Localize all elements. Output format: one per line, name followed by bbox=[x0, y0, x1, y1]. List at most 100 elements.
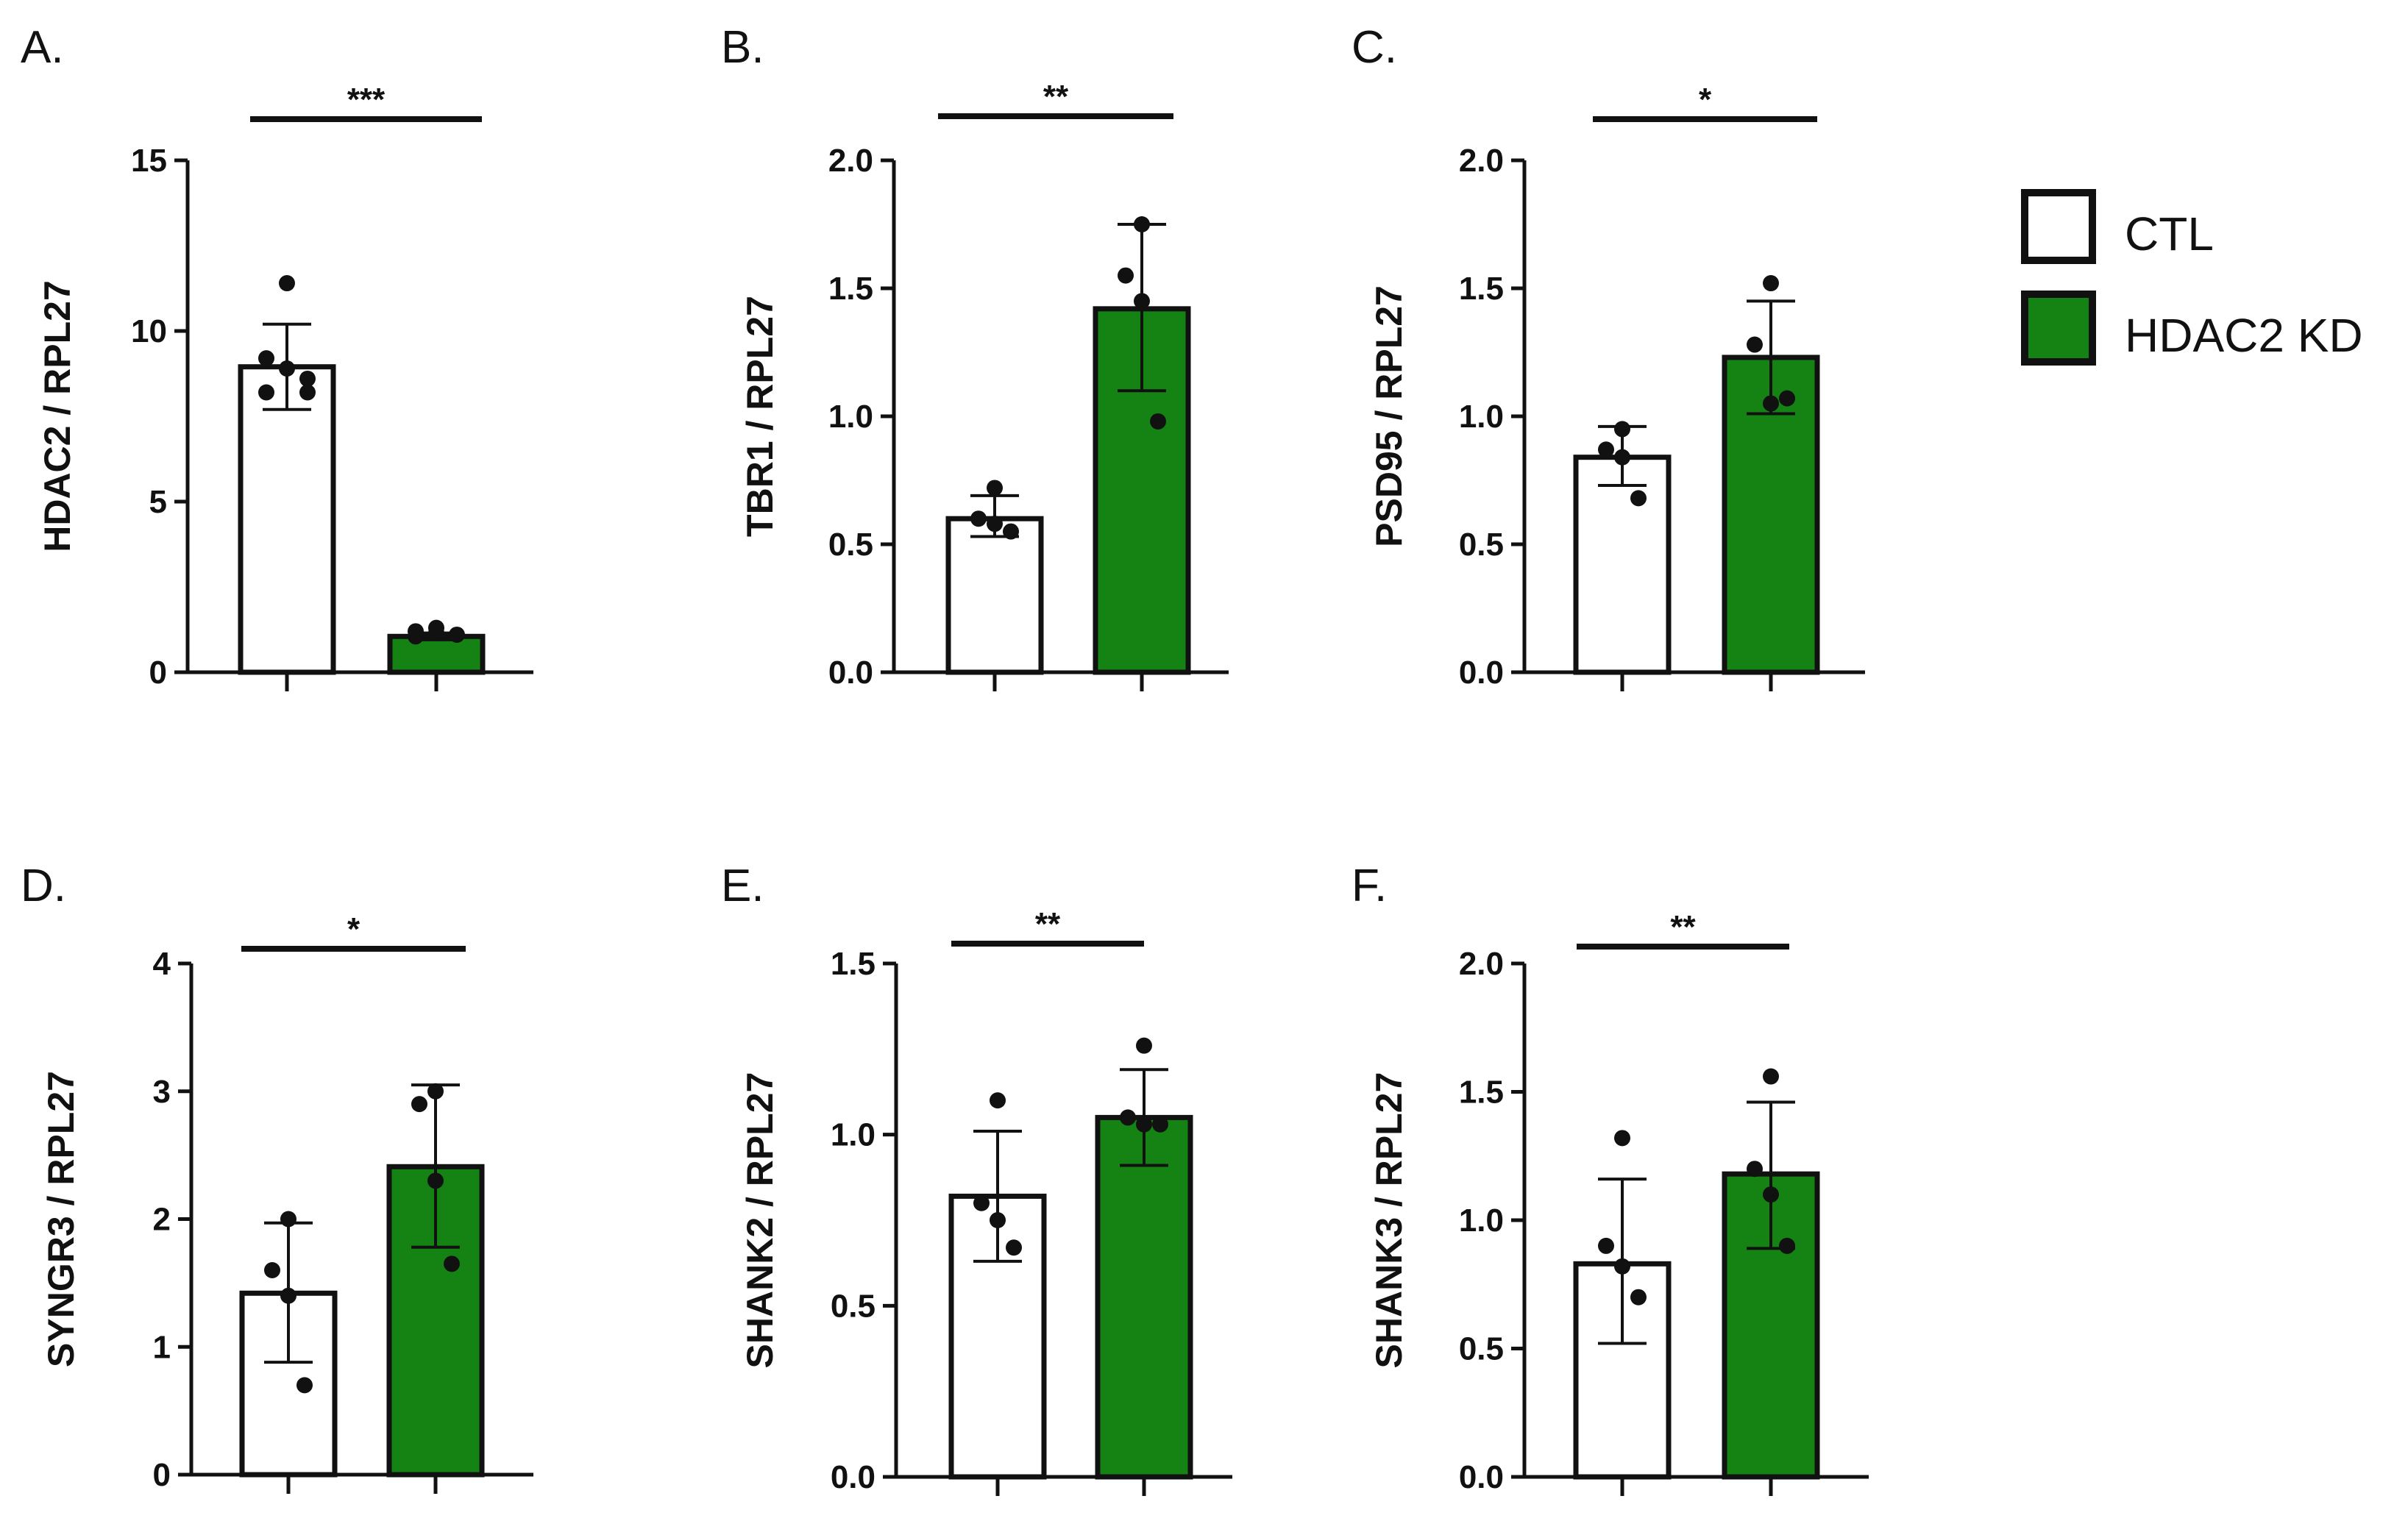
panel-label: A. bbox=[21, 22, 64, 73]
bar-ctl bbox=[238, 364, 336, 675]
data-point bbox=[1150, 413, 1166, 430]
legend-label-ctl: CTL bbox=[2125, 207, 2214, 260]
data-point bbox=[299, 370, 316, 387]
y-tick-label: 1.0 bbox=[831, 1117, 876, 1153]
legend: CTL HDAC2 KD bbox=[2021, 189, 2363, 366]
data-point bbox=[1763, 275, 1779, 292]
chart-panel-d: D. SYNGR3 / RPL27 0 1 2 3 4 * bbox=[21, 861, 533, 1494]
y-tick-label: 4 bbox=[153, 946, 171, 982]
data-point bbox=[1136, 1037, 1152, 1054]
y-tick-label: 1.0 bbox=[828, 399, 873, 435]
y-tick-label: 3 bbox=[153, 1074, 171, 1110]
y-tick-label: 2.0 bbox=[1459, 143, 1504, 179]
panel-label: D. bbox=[21, 861, 66, 911]
y-tick-label: 1.5 bbox=[831, 946, 876, 982]
data-point bbox=[1120, 1109, 1136, 1126]
legend-swatch-ctl bbox=[2021, 189, 2096, 264]
data-point bbox=[1598, 1237, 1614, 1254]
y-tick-label: 2.0 bbox=[828, 143, 873, 179]
y-tick-label: 0.5 bbox=[1459, 527, 1504, 563]
data-point bbox=[280, 1287, 296, 1304]
y-tick-label: 0.5 bbox=[828, 527, 873, 563]
data-point bbox=[1779, 1237, 1795, 1254]
y-tick-label: 1 bbox=[153, 1329, 171, 1365]
legend-swatch-hdac2-kd bbox=[2021, 291, 2096, 366]
y-tick-label: 0.5 bbox=[831, 1288, 876, 1324]
y-tick-label: 0.0 bbox=[1459, 655, 1504, 691]
significance-label: * bbox=[347, 911, 361, 947]
chart-panel-a: A. HDAC2 / RPL27 0 5 10 15 *** bbox=[21, 22, 533, 691]
bar-ctl bbox=[1573, 455, 1672, 675]
data-point bbox=[990, 1212, 1006, 1228]
chart-panel-f: F. SHANK3 / RPL27 0.0 0.5 1.0 1.5 2.0 ** bbox=[1352, 861, 1869, 1496]
y-axis-title: PSD95 / RPL27 bbox=[1368, 285, 1410, 547]
data-point bbox=[1152, 1116, 1168, 1133]
data-point bbox=[1763, 1068, 1779, 1085]
y-tick-label: 1.0 bbox=[1459, 1203, 1504, 1239]
y-tick-label: 0.0 bbox=[831, 1459, 876, 1495]
data-point bbox=[987, 480, 1003, 496]
bar-hdac2-kd bbox=[387, 633, 486, 675]
data-point bbox=[279, 360, 295, 377]
y-tick-label: 1.5 bbox=[1459, 1075, 1504, 1111]
y-tick-label: 2.0 bbox=[1459, 946, 1504, 982]
data-point bbox=[427, 1083, 444, 1100]
significance-label: * bbox=[1699, 82, 1712, 118]
legend-label-hdac2-kd: HDAC2 KD bbox=[2125, 309, 2363, 362]
y-axis-title: SHANK2 / RPL27 bbox=[739, 1072, 781, 1369]
data-point bbox=[279, 275, 295, 292]
data-point bbox=[990, 1092, 1006, 1109]
data-point bbox=[1779, 390, 1795, 407]
data-point bbox=[1003, 523, 1019, 540]
bar-ctl bbox=[945, 516, 1044, 675]
data-point bbox=[1118, 267, 1134, 284]
data-point bbox=[444, 1255, 460, 1272]
data-point bbox=[1134, 293, 1150, 310]
data-point bbox=[428, 624, 444, 641]
chart-panel-e: E. SHANK2 / RPL27 0.0 0.5 1.0 1.5 ** bbox=[721, 861, 1232, 1496]
data-point bbox=[1598, 441, 1614, 458]
y-axis-title: TBR1 / RPL27 bbox=[739, 296, 781, 537]
panel-label: C. bbox=[1352, 22, 1397, 73]
data-point bbox=[970, 510, 987, 527]
data-point bbox=[1614, 421, 1630, 438]
data-point bbox=[1136, 1116, 1152, 1133]
data-point bbox=[1134, 216, 1150, 232]
y-tick-label: 2 bbox=[153, 1202, 171, 1238]
data-point bbox=[1763, 395, 1779, 412]
data-point bbox=[296, 1377, 313, 1394]
chart-panel-b: B. TBR1 / RPL27 0.0 0.5 1.0 1.5 2.0 ** bbox=[721, 22, 1229, 691]
y-tick-label: 0.0 bbox=[1459, 1459, 1504, 1495]
bar-hdac2-kd bbox=[1095, 1114, 1193, 1480]
panel-label: B. bbox=[721, 22, 764, 73]
significance-label: ** bbox=[1035, 906, 1061, 942]
data-point bbox=[427, 1172, 444, 1189]
panel-label: E. bbox=[721, 861, 764, 911]
data-point bbox=[299, 384, 316, 401]
data-point bbox=[1630, 1289, 1647, 1306]
y-axis-title: HDAC2 / RPL27 bbox=[37, 280, 78, 552]
y-tick-label: 1.5 bbox=[828, 271, 873, 307]
y-tick-label: 0 bbox=[153, 1457, 171, 1493]
data-point bbox=[987, 516, 1003, 532]
data-point bbox=[1614, 1258, 1630, 1275]
data-point bbox=[1630, 490, 1647, 507]
data-point bbox=[1006, 1239, 1022, 1256]
y-tick-label: 1.5 bbox=[1459, 271, 1504, 307]
data-point bbox=[1614, 449, 1630, 466]
data-point bbox=[258, 384, 274, 401]
y-tick-label: 0 bbox=[149, 655, 167, 691]
y-axis-title: SYNGR3 / RPL27 bbox=[40, 1071, 82, 1367]
y-tick-label: 10 bbox=[131, 313, 167, 349]
y-tick-label: 0.0 bbox=[828, 655, 873, 691]
data-point bbox=[280, 1211, 296, 1228]
significance-label: *** bbox=[347, 82, 386, 118]
panel-label: F. bbox=[1352, 861, 1387, 911]
data-point bbox=[264, 1262, 280, 1278]
data-point bbox=[1763, 1186, 1779, 1203]
chart-panel-c: C. PSD95 / RPL27 0.0 0.5 1.0 1.5 2.0 * bbox=[1352, 22, 1865, 691]
data-point bbox=[408, 628, 424, 645]
y-tick-label: 1.0 bbox=[1459, 399, 1504, 435]
data-point bbox=[1747, 1161, 1763, 1178]
